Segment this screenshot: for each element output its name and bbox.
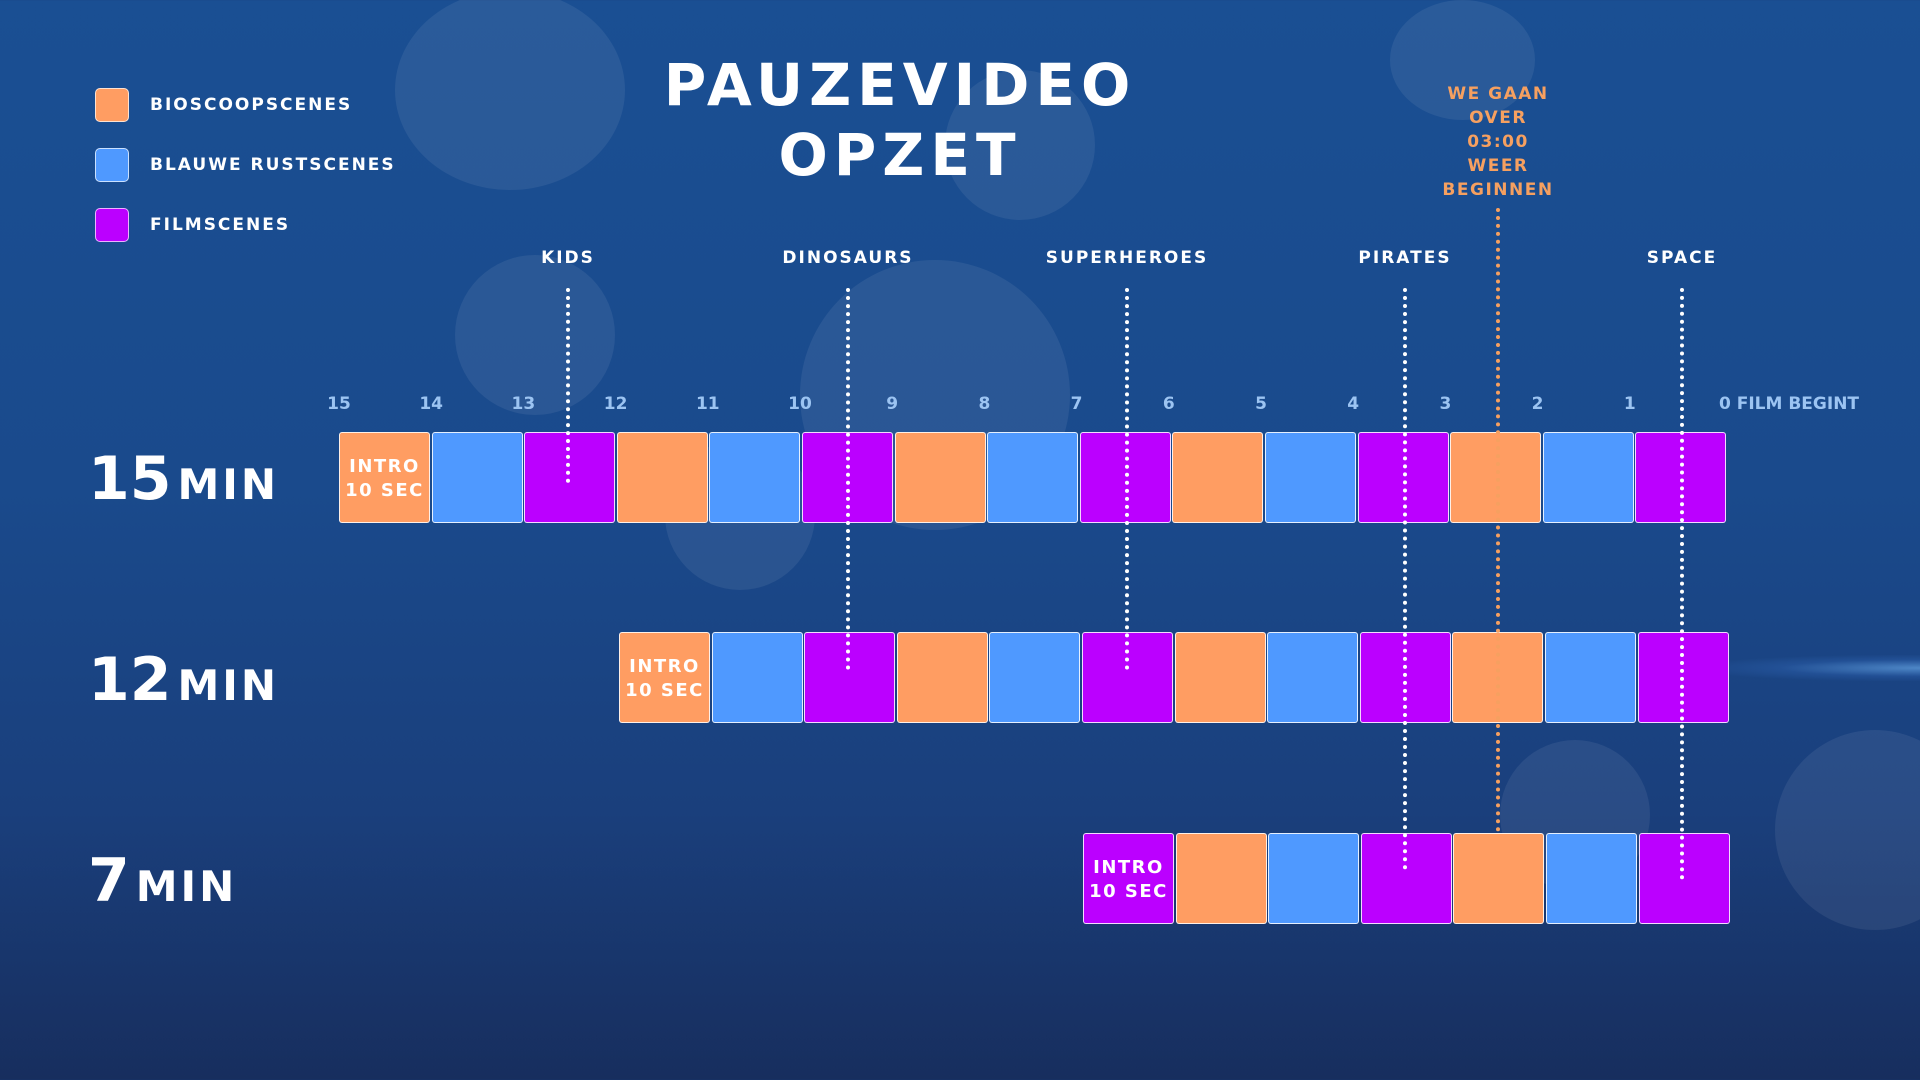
marker-label-pirates: PIRATES: [1358, 248, 1452, 268]
scene-cell-bioscoop: [1450, 432, 1542, 523]
row-label-number: 7: [88, 846, 130, 916]
scene-cell-bioscoop: [1453, 833, 1545, 924]
scene-cell-bioscoop: [1172, 432, 1264, 523]
restart-marker-line: [1496, 208, 1500, 832]
notice-line: WE GAAN: [1447, 84, 1549, 104]
intro-text-line: INTRO: [629, 656, 700, 677]
intro-text-line: INTRO: [349, 456, 420, 477]
scene-cell-rust: [711, 632, 803, 723]
intro-text-line: 10 SEC: [1089, 881, 1168, 902]
scene-cell-bioscoop: [1175, 833, 1267, 924]
tick-label: 3: [1439, 394, 1452, 414]
tick-label: 5: [1255, 394, 1267, 414]
intro-text: INTRO 10 SEC: [1084, 856, 1173, 904]
intro-cell: INTRO 10 SEC: [619, 632, 710, 723]
scene-cell-rust: [709, 432, 801, 523]
intro-text-line: INTRO: [1093, 857, 1164, 878]
legend-swatch: [95, 208, 129, 242]
marker-label-dinosaurs: DINOSAURS: [782, 248, 914, 268]
scene-cell-bioscoop: [1174, 632, 1266, 723]
notice-line: OVER: [1469, 108, 1527, 128]
notice-line: BEGINNEN: [1442, 180, 1554, 200]
scene-cell-bioscoop: [616, 432, 708, 523]
tick-label: 15: [327, 394, 351, 414]
marker-label-space: SPACE: [1646, 248, 1718, 268]
scene-cell-rust: [1267, 632, 1359, 723]
tick-label: 12: [603, 394, 628, 414]
notice-line: WEER: [1467, 156, 1529, 176]
legend-label: BIOSCOOPSCENES: [150, 95, 353, 115]
tick-label: 13: [511, 394, 536, 414]
tick-label: 4: [1347, 394, 1360, 414]
tick-label: 2: [1531, 394, 1544, 414]
marker-line: [566, 288, 570, 483]
bokeh-circle: [1775, 730, 1920, 930]
tick-label: 9: [886, 394, 899, 414]
light-flare: [1700, 655, 1920, 681]
row-label: 7 MIN: [88, 846, 237, 922]
row-label-unit: MIN: [177, 460, 280, 509]
legend-swatch: [95, 88, 129, 122]
marker-label-kids: KIDS: [541, 248, 595, 268]
scene-cell-rust: [1546, 833, 1637, 924]
tick-label: 8: [978, 394, 991, 414]
row-label-unit: MIN: [177, 661, 280, 710]
scene-cell-bioscoop: [896, 632, 988, 723]
row-label-unit: MIN: [135, 862, 238, 911]
legend-label: BLAUWE RUSTSCENES: [150, 155, 396, 175]
tick-label: 14: [419, 394, 444, 414]
tick-label: 1: [1623, 394, 1636, 414]
tick-label: 7: [1070, 394, 1083, 414]
marker-line: [846, 288, 850, 670]
tick-label: 11: [695, 394, 720, 414]
scene-cell-rust: [1265, 432, 1356, 523]
scene-cell-rust: [1542, 432, 1634, 523]
row-label: 12 MIN: [88, 645, 279, 721]
legend-swatch: [95, 148, 129, 182]
scene-cell-rust: [989, 632, 1081, 723]
intro-text: INTRO 10 SEC: [340, 455, 429, 503]
scene-cell-rust: [987, 432, 1079, 523]
tick-label: 10: [788, 394, 812, 414]
row-label-number: 12: [88, 645, 172, 715]
row-label: 15 MIN: [88, 444, 279, 520]
tick-label: 6: [1162, 394, 1175, 414]
intro-text-line: 10 SEC: [345, 480, 424, 501]
restart-notice: WE GAAN OVER 03:00 WEER BEGINNEN: [1420, 82, 1576, 202]
intro-cell: INTRO 10 SEC: [1083, 833, 1174, 924]
marker-line: [1680, 288, 1684, 880]
intro-cell: INTRO 10 SEC: [339, 432, 430, 523]
marker-line: [1125, 288, 1129, 670]
bokeh-circle: [455, 255, 615, 415]
legend-label: FILMSCENES: [150, 215, 291, 235]
tick-label-end: 0 FILM BEGINT: [1719, 394, 1860, 414]
page-title: PAUZEVIDEO OPZET: [663, 51, 1137, 189]
scene-cell-bioscoop: [894, 432, 986, 523]
marker-label-superheroes: SUPERHEROES: [1045, 248, 1209, 268]
scene-cell-rust: [431, 432, 523, 523]
marker-line: [1403, 288, 1407, 870]
notice-line: 03:00: [1467, 132, 1529, 152]
scene-cell-film: [1638, 833, 1730, 924]
row-label-number: 15: [88, 444, 172, 514]
scene-cell-rust: [1545, 632, 1636, 723]
scene-cell-rust: [1268, 833, 1360, 924]
intro-text-line: 10 SEC: [625, 680, 704, 701]
intro-text: INTRO 10 SEC: [620, 655, 709, 703]
